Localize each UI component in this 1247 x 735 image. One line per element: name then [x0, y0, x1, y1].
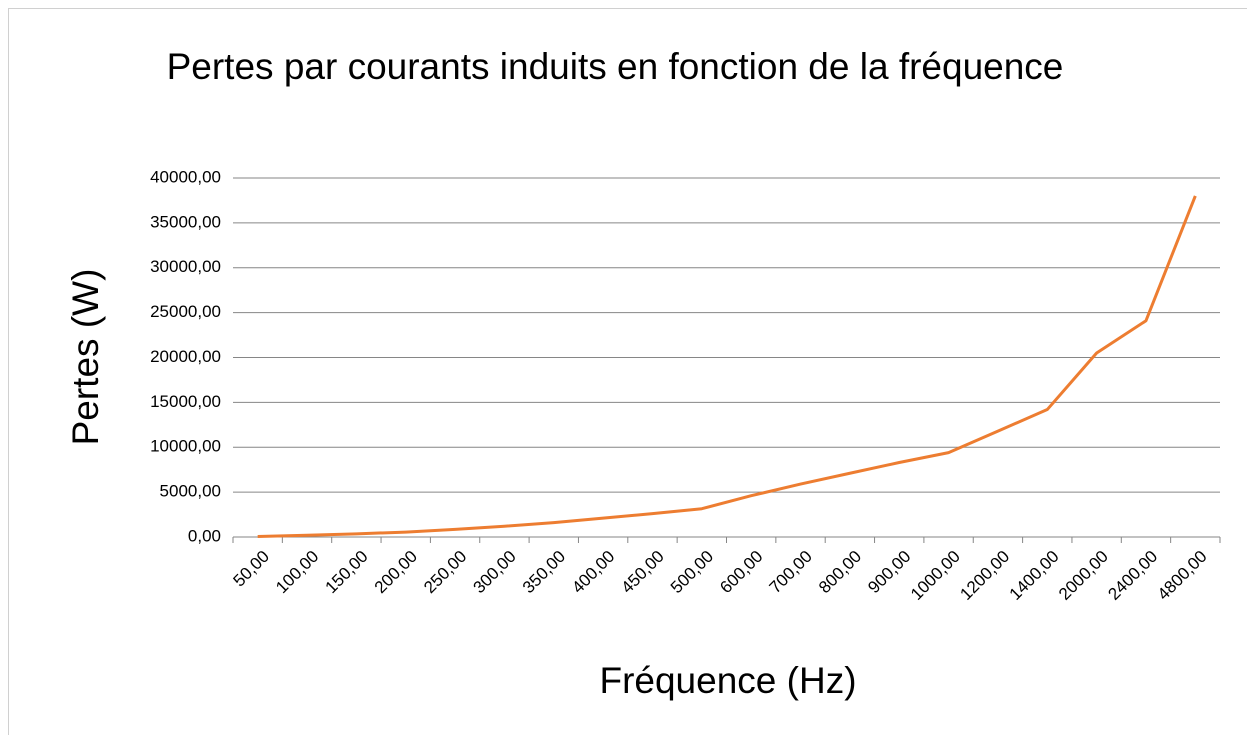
chart-title: Pertes par courants induits en fonction … [166, 46, 1064, 87]
y-tick-label: 0,00 [188, 526, 221, 545]
x-tick-label: 1400,00 [1006, 547, 1063, 604]
data-line [257, 195, 1197, 539]
x-tick-label: 50,00 [229, 547, 273, 591]
x-tick-label: 700,00 [766, 547, 816, 597]
x-tick-label: 2400,00 [1104, 547, 1161, 604]
y-tick-label: 35000,00 [150, 212, 221, 231]
x-tick-label: 1000,00 [907, 547, 964, 604]
x-tick-label: 800,00 [815, 547, 865, 597]
x-tick-label: 4800,00 [1154, 547, 1211, 604]
x-tick-label: 600,00 [716, 547, 766, 597]
x-tick-label: 100,00 [272, 547, 322, 597]
x-tick-label: 250,00 [420, 547, 470, 597]
chart-border [8, 8, 1247, 735]
x-tick-label: 450,00 [618, 547, 668, 597]
y-tick-label: 25000,00 [150, 302, 221, 321]
y-tick-label: 40000,00 [150, 167, 221, 186]
x-tick-label: 200,00 [371, 547, 421, 597]
x-tick-label: 150,00 [321, 547, 371, 597]
x-tick-label: 300,00 [470, 547, 520, 597]
y-tick-label: 20000,00 [150, 347, 221, 366]
x-tick-label: 1200,00 [956, 547, 1013, 604]
x-tick-label: 350,00 [519, 547, 569, 597]
y-tick-label: 30000,00 [150, 257, 221, 276]
y-axis-label: Pertes (W) [65, 269, 106, 446]
y-tick-label: 15000,00 [150, 392, 221, 411]
x-tick-label: 400,00 [568, 547, 618, 597]
y-tick-label: 10000,00 [150, 437, 221, 456]
y-tick-label: 5000,00 [160, 482, 221, 501]
x-axis-label: Fréquence (Hz) [599, 660, 856, 701]
x-tick-label: 500,00 [667, 547, 717, 597]
x-tick-label: 2000,00 [1055, 547, 1112, 604]
